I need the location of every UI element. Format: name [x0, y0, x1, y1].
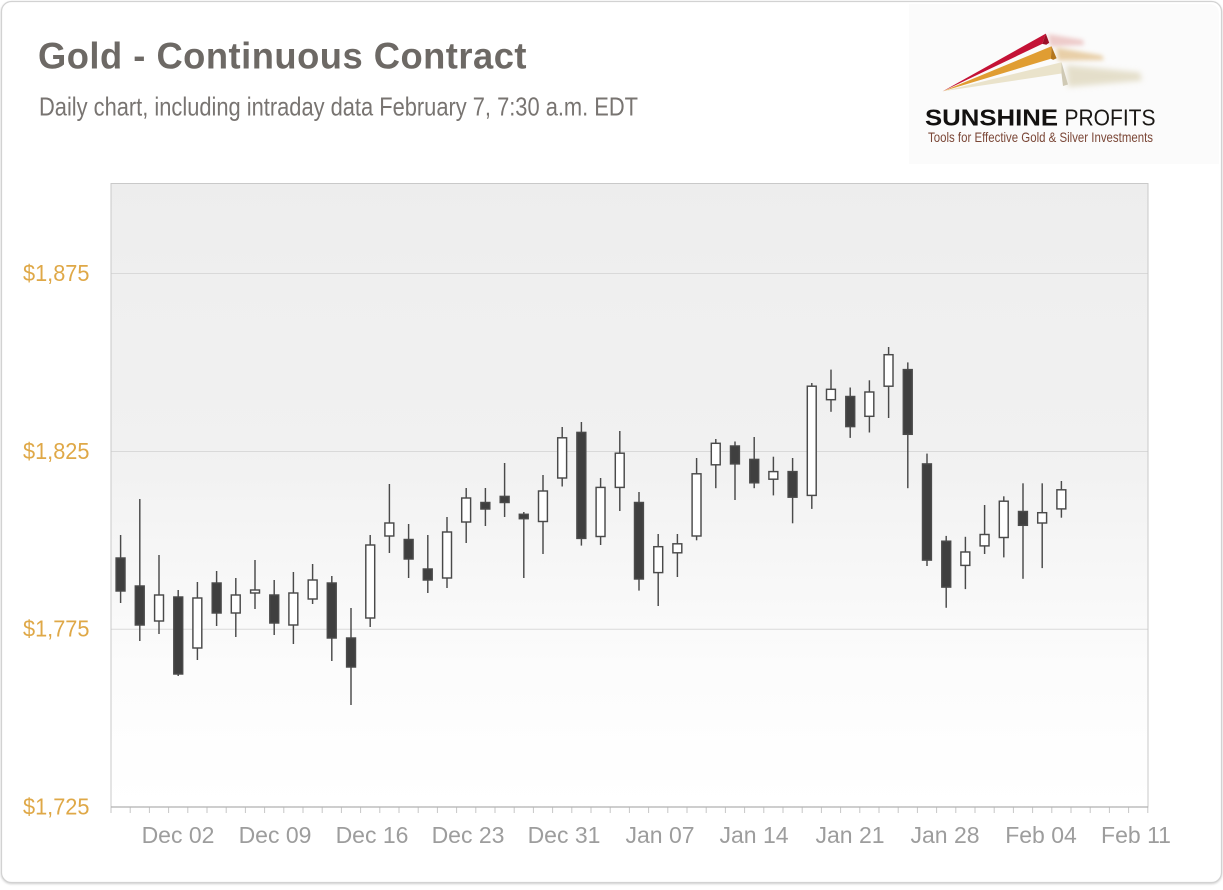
svg-text:SUNSHINE: SUNSHINE [925, 105, 1058, 131]
svg-text:Feb 11: Feb 11 [1101, 822, 1171, 848]
svg-text:Daily chart, including intrada: Daily chart, including intraday data Feb… [39, 92, 638, 122]
svg-text:$1,725: $1,725 [23, 793, 90, 819]
svg-text:Tools for Effective Gold & Sil: Tools for Effective Gold & Silver Invest… [928, 129, 1153, 145]
svg-text:Dec 09: Dec 09 [239, 822, 312, 848]
svg-text:Jan 21: Jan 21 [815, 822, 884, 848]
svg-text:Jan 14: Jan 14 [719, 822, 788, 848]
svg-text:Feb 04: Feb 04 [1005, 822, 1077, 848]
svg-text:Gold - Continuous Contract: Gold - Continuous Contract [38, 36, 527, 77]
svg-text:Dec 31: Dec 31 [528, 822, 601, 848]
svg-text:$1,875: $1,875 [23, 260, 90, 286]
svg-text:Dec 23: Dec 23 [432, 822, 505, 848]
svg-text:$1,775: $1,775 [23, 616, 90, 642]
svg-text:Jan 28: Jan 28 [910, 822, 979, 848]
svg-text:Dec 16: Dec 16 [336, 822, 409, 848]
svg-text:Jan 07: Jan 07 [625, 822, 694, 848]
svg-text:PROFITS: PROFITS [1065, 105, 1156, 131]
svg-text:$1,825: $1,825 [23, 438, 90, 464]
svg-text:Dec 02: Dec 02 [142, 822, 215, 848]
